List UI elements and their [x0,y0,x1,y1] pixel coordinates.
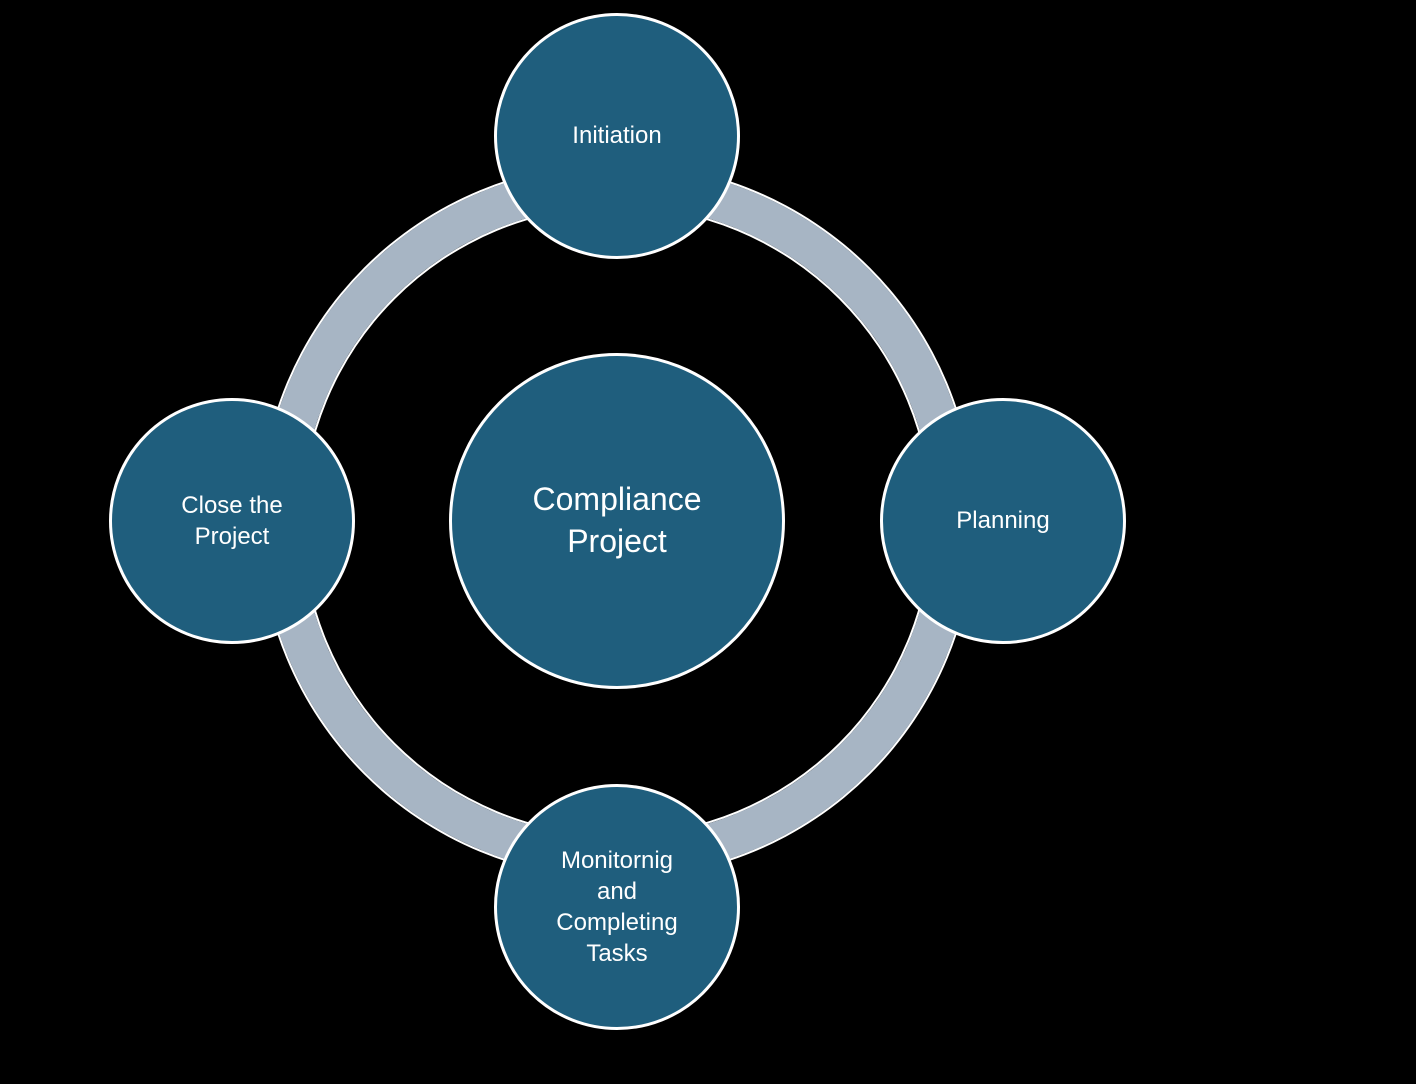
outer-node-label: Planning [956,505,1049,536]
center-node-label: Compliance Project [533,479,702,562]
outer-node-planning: Planning [880,398,1126,644]
outer-node-initiation: Initiation [494,13,740,259]
cycle-diagram: Compliance Project Initiation Planning M… [0,0,1416,1084]
outer-node-monitoring: Monitornig and Completing Tasks [494,784,740,1030]
outer-node-label: Initiation [572,120,661,151]
outer-node-close: Close the Project [109,398,355,644]
outer-node-label: Monitornig and Completing Tasks [556,845,677,970]
outer-node-label: Close the Project [181,490,282,552]
center-node: Compliance Project [449,353,785,689]
